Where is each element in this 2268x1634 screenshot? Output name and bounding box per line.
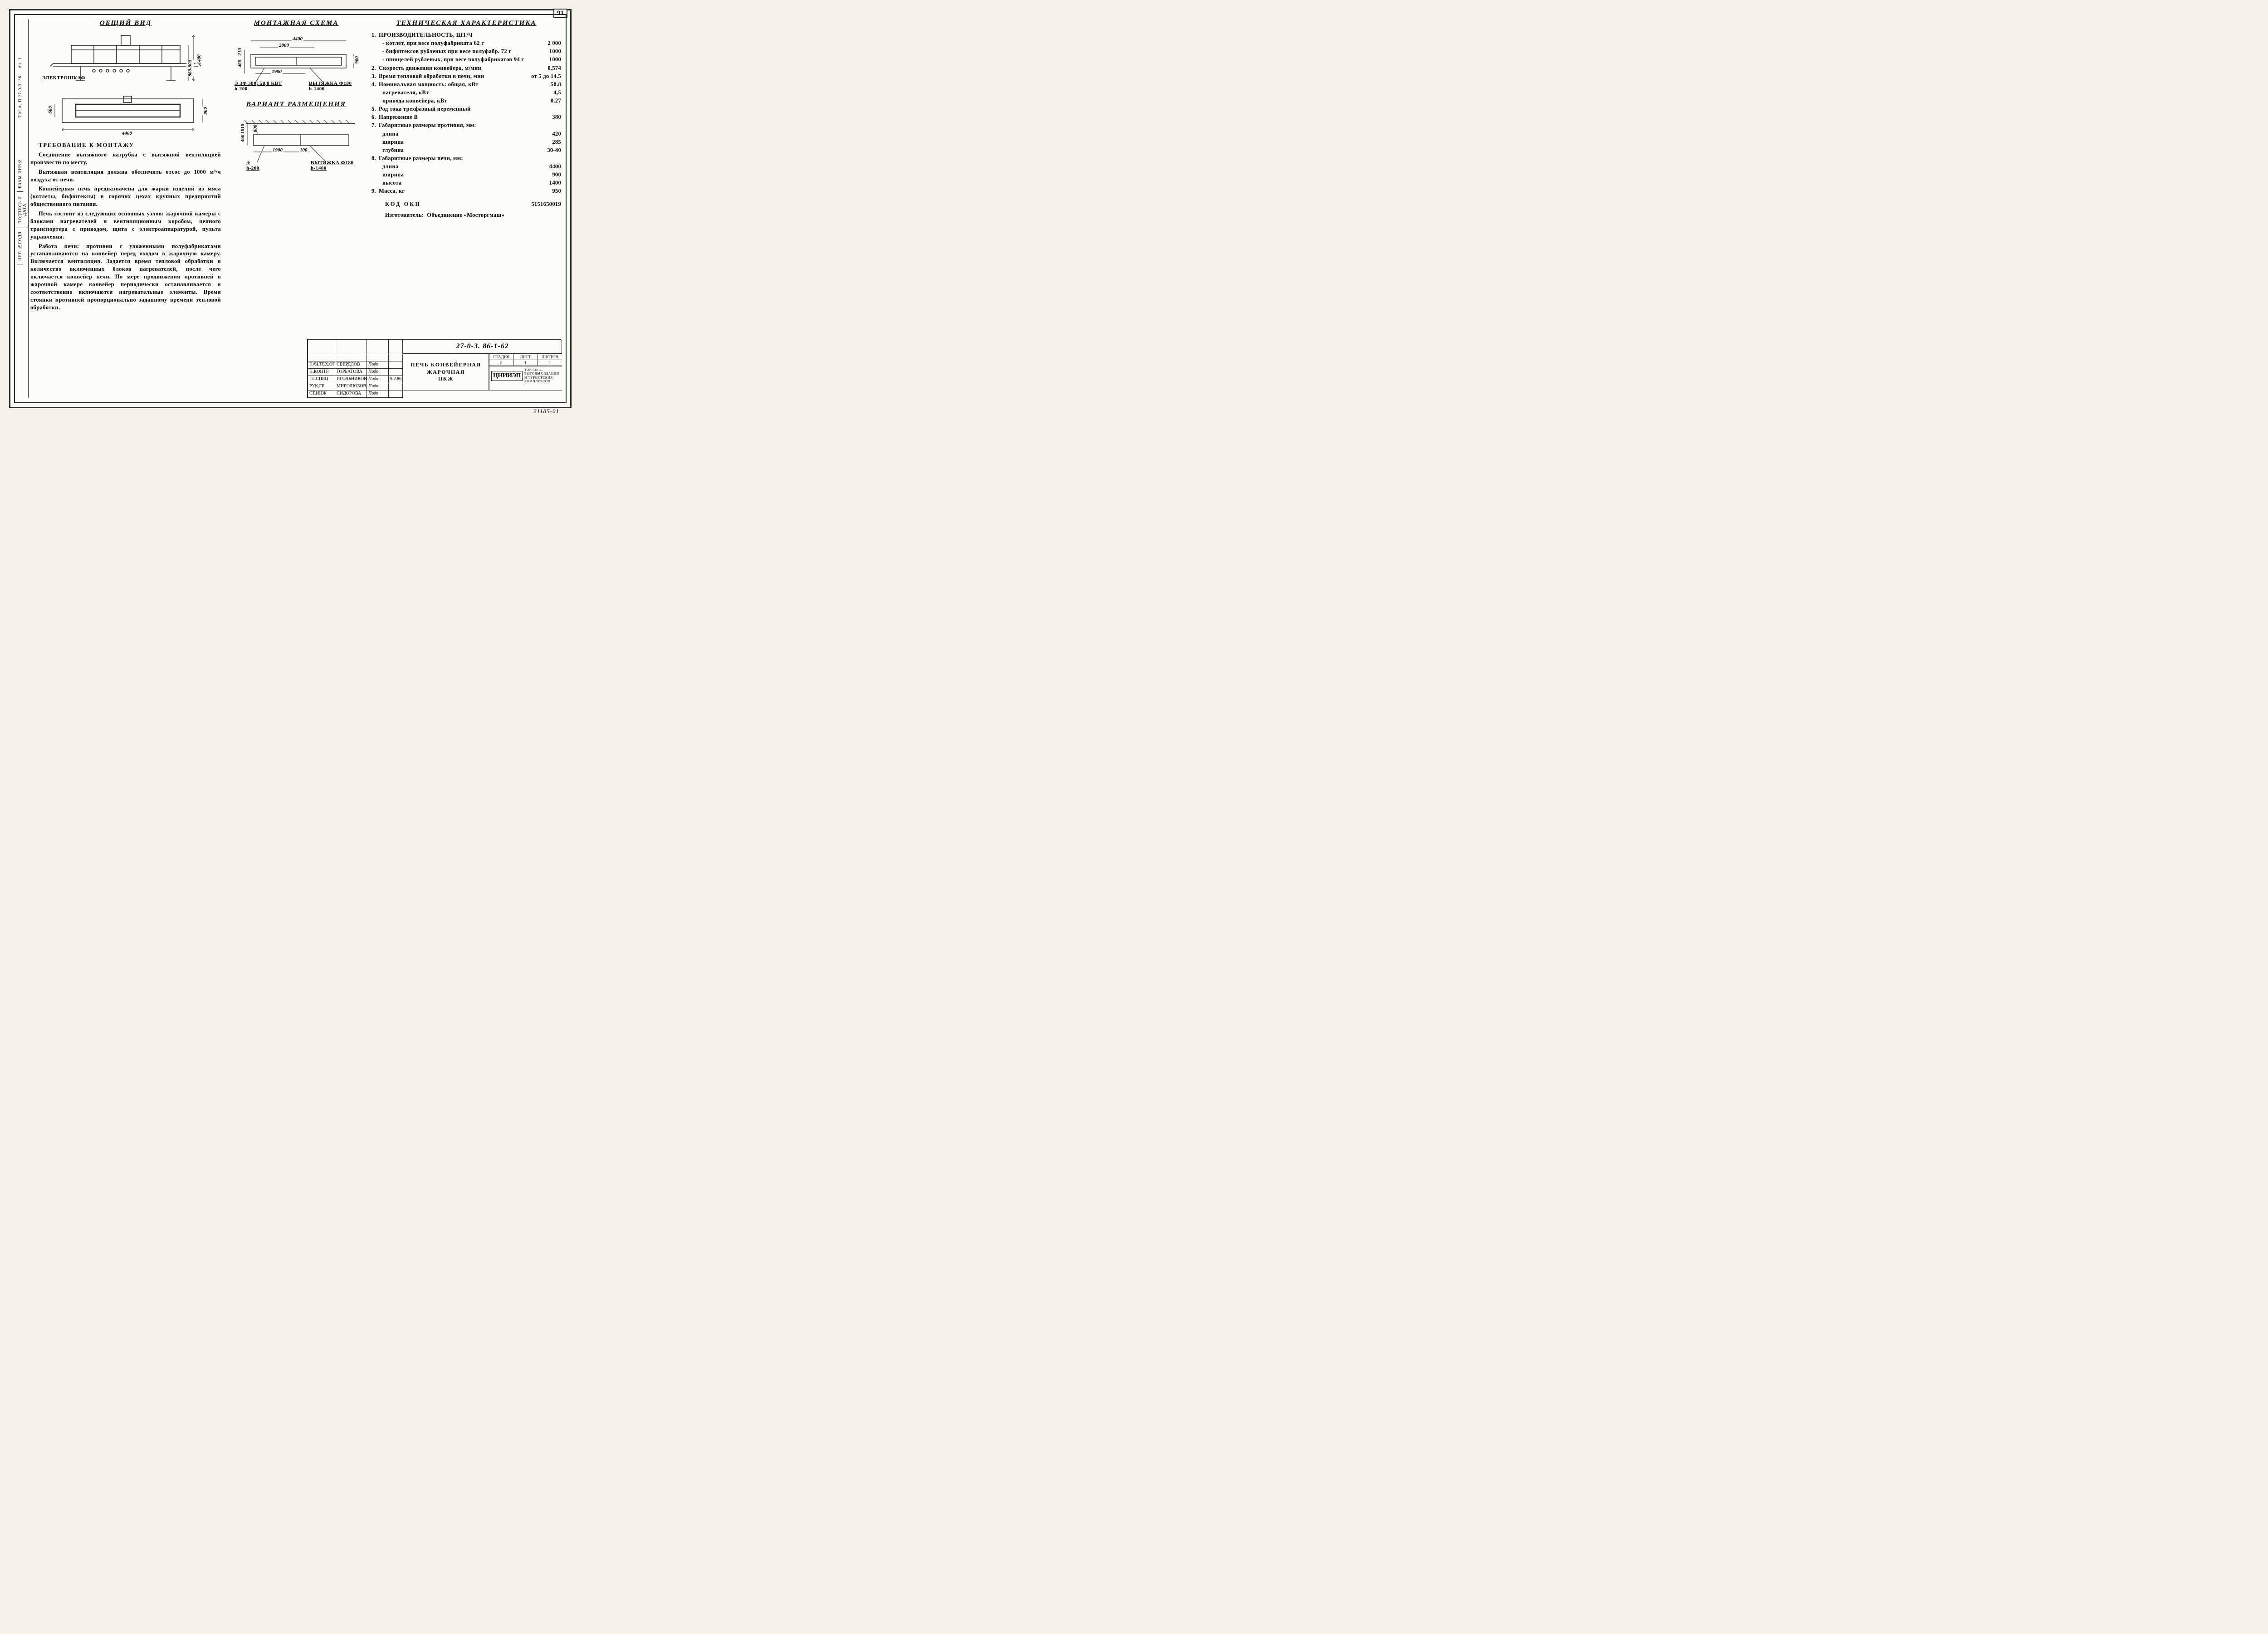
- dim-d2: 100: [299, 147, 308, 153]
- inner-frame: Т.М.А. П 27-0-3. 86 Ал. I ВЗАМ ИНВ№ ПОДП…: [14, 14, 567, 403]
- maker-row: Изготовитель: Объединение «Мосторгмаш»: [371, 211, 561, 219]
- note-line: Работа печи: противни с уложенными полуф…: [30, 243, 221, 312]
- org-text: ТОРГОВО-БЫТОВЫХ ЗДАНИЙ И ТУРИСТСКИХ КОМП…: [524, 368, 560, 383]
- note-line: Вытяжная вентиляция должна обеспечить от…: [30, 168, 221, 184]
- signature: Подп: [367, 361, 389, 369]
- spec-row: 3.Время тепловой обработки в печи, минот…: [371, 72, 561, 80]
- note-line: Конвейерная печь предназначена для жарки…: [30, 185, 221, 208]
- stage-org-box: СТАДИЯ ЛИСТ ЛИСТОВ Р 1 1 ЦНИИЭП ТОРГОВО-…: [489, 354, 562, 390]
- column-general-view: ОБЩИЙ ВИД: [30, 20, 221, 398]
- power-label: Э 3Ф 380; 58,8 КВТ h-200: [235, 81, 282, 92]
- spec-row: 7.Габаритные размеры противня, мм:: [371, 121, 561, 129]
- spec-row: длина420: [371, 130, 561, 138]
- content-area: Т.М.А. П 27-0-3. 86 Ал. I ВЗАМ ИНВ№ ПОДП…: [30, 20, 561, 398]
- notes-heading: ТРЕБОВАНИЕ К МОНТАЖУ: [30, 141, 221, 149]
- spec-row: 6.Напряжение В380: [371, 113, 561, 121]
- dim-h: 460: [239, 135, 246, 142]
- spec-title: ТЕХНИЧЕСКАЯ ХАРАКТЕРИСТИКА: [371, 20, 561, 27]
- okp-row: КОД ОКП 5151650019: [371, 200, 561, 208]
- dim-inner: 680: [47, 106, 54, 114]
- mounting-scheme: 4400 2000 1900 210 460 900 Э 3Ф 380; 58,…: [233, 32, 360, 91]
- cabinet-label: ЭЛЕКТРОШКАФ: [42, 75, 85, 81]
- binding-strip: Т.М.А. П 27-0-3. 86 Ал. I ВЗАМ ИНВ№ ПОДП…: [17, 20, 29, 398]
- spec-row: 8.Габаритные размеры печи, мм:: [371, 154, 561, 162]
- oven-side-view: ЭЛЕКТРОШКАФ 1400 860-900: [44, 32, 207, 86]
- spec-list: 1.ПРОИЗВОДИТЕЛЬНОСТЬ, ШТ/Ч- котлет, при …: [371, 31, 561, 195]
- oven-plan-view: 4400 900 680: [44, 94, 207, 135]
- title-block: 27-0-3. 86-1-62 ПЕЧЬ КОНВЕЙЕРНАЯ ЖАРОЧНА…: [307, 339, 561, 398]
- dim-L: 4400: [292, 36, 303, 42]
- spec-row: глубина30-40: [371, 146, 561, 154]
- spec-row: - бифштексов рубленых при весе полуфабр.…: [371, 47, 561, 55]
- placement-variant: 1900 100 460 1010 800 Э h-200 ВЫТЯЖКА Ф1…: [233, 117, 360, 171]
- dim-width: 900: [202, 107, 209, 115]
- drawing-title: ПЕЧЬ КОНВЕЙЕРНАЯ ЖАРОЧНАЯ ПКЖ: [403, 354, 489, 390]
- scheme-title: МОНТАЖНАЯ СХЕМА: [228, 20, 364, 27]
- spec-row: 1.ПРОИЗВОДИТЕЛЬНОСТЬ, ШТ/Ч: [371, 31, 561, 39]
- dim-h3: 800: [252, 125, 259, 132]
- strip-cell: ВЗАМ ИНВ№: [17, 156, 23, 192]
- drawing-sheet: 91 Т.М.А. П 27-0-3. 86 Ал. I ВЗАМ ИНВ№ П…: [9, 9, 572, 408]
- spec-row: 4.Номинальная мощность: общая, кВт58.8: [371, 80, 561, 88]
- dim-total-height: 1400: [196, 54, 203, 64]
- document-number: 27-0-3. 86-1-62: [403, 340, 562, 354]
- exhaust-label: ВЫТЯЖКА Ф180 h-1400: [309, 81, 352, 92]
- spec-row: привода конвейера, кВт0.27: [371, 97, 561, 105]
- exhaust-label-2: ВЫТЯЖКА Ф180 h-1400: [311, 160, 354, 171]
- strip-cell: ИНВ.№ПОДЛ: [17, 228, 23, 264]
- date: [389, 361, 403, 369]
- spec-row: ширина900: [371, 171, 561, 179]
- dim-L2: 2000: [278, 43, 290, 48]
- strip-cell: ПОДПИСЬ И ДАТА: [17, 192, 28, 228]
- power-label-2: Э h-200: [246, 160, 259, 171]
- dim-h1: 210: [236, 48, 244, 56]
- role: НАЧ.ТЕХ.ОТД: [308, 361, 335, 369]
- spec-row: длина4400: [371, 162, 561, 171]
- dim-h2: 1010: [239, 124, 246, 134]
- spec-row: ширина285: [371, 138, 561, 146]
- dim-length: 4400: [121, 131, 133, 136]
- spec-row: 5.Род тока трехфазный переменный: [371, 105, 561, 113]
- dim-L3: 1900: [271, 69, 283, 74]
- dim-d1: 1900: [272, 147, 284, 153]
- note-line: Соединение вытяжного патрубка с вытяжной…: [30, 151, 221, 166]
- spec-row: 2.Скорость движения конвейера, м/мин0.57…: [371, 64, 561, 72]
- strip-project-code: Т.М.А. П 27-0-3. 86 Ал. I: [17, 20, 23, 156]
- spec-row: 9.Масса, кг950: [371, 187, 561, 195]
- note-line: Печь состоит из следующих основных узлов…: [30, 210, 221, 241]
- footer-code: 21185-01: [533, 408, 559, 415]
- dim-height: 860-900: [186, 60, 194, 77]
- dim-h2: 460: [236, 60, 244, 68]
- name: СВЕРДЛОВ: [335, 361, 367, 369]
- general-view-title: ОБЩИЙ ВИД: [30, 20, 221, 27]
- spec-row: нагревателя, кВт4,5: [371, 88, 561, 97]
- spec-row: - котлет, при весе полуфабриката 62 г2 0…: [371, 39, 561, 47]
- org-logo: ЦНИИЭП: [491, 371, 523, 381]
- spec-row: высота1400: [371, 179, 561, 187]
- mounting-notes: ТРЕБОВАНИЕ К МОНТАЖУ Соединение вытяжног…: [30, 141, 221, 311]
- spec-row: - шницелей рубленых, при весе полуфабрик…: [371, 55, 561, 63]
- placement-title: ВАРИАНТ РАЗМЕЩЕНИЯ: [228, 101, 364, 108]
- dim-w: 900: [353, 56, 361, 64]
